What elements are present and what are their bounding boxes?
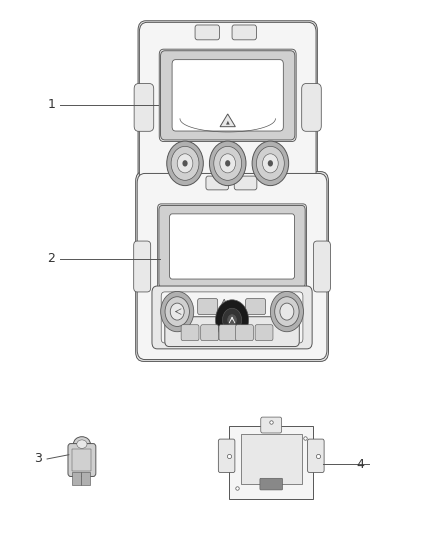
Ellipse shape xyxy=(77,440,87,448)
FancyBboxPatch shape xyxy=(255,325,273,341)
FancyBboxPatch shape xyxy=(206,176,229,190)
FancyBboxPatch shape xyxy=(260,478,283,490)
FancyBboxPatch shape xyxy=(72,472,81,485)
FancyBboxPatch shape xyxy=(68,443,96,477)
Circle shape xyxy=(280,303,294,320)
FancyBboxPatch shape xyxy=(159,205,305,287)
FancyBboxPatch shape xyxy=(198,298,218,314)
FancyBboxPatch shape xyxy=(81,472,90,485)
Circle shape xyxy=(257,147,284,180)
Circle shape xyxy=(182,160,187,166)
FancyBboxPatch shape xyxy=(246,298,265,314)
Circle shape xyxy=(209,141,246,185)
FancyBboxPatch shape xyxy=(236,325,253,341)
Polygon shape xyxy=(219,299,230,311)
Circle shape xyxy=(223,308,242,332)
Text: ▲: ▲ xyxy=(226,119,230,124)
FancyBboxPatch shape xyxy=(234,176,257,190)
FancyBboxPatch shape xyxy=(139,22,316,192)
Circle shape xyxy=(165,297,189,326)
FancyBboxPatch shape xyxy=(307,439,324,472)
FancyBboxPatch shape xyxy=(152,286,312,349)
FancyBboxPatch shape xyxy=(229,426,313,499)
Circle shape xyxy=(171,147,199,180)
Circle shape xyxy=(220,154,236,173)
FancyBboxPatch shape xyxy=(314,241,330,292)
Circle shape xyxy=(214,147,242,180)
Circle shape xyxy=(215,300,249,340)
Polygon shape xyxy=(220,114,235,127)
Circle shape xyxy=(177,154,193,173)
FancyBboxPatch shape xyxy=(201,325,219,341)
Circle shape xyxy=(275,297,299,326)
Text: 3: 3 xyxy=(35,453,42,465)
FancyBboxPatch shape xyxy=(134,84,154,131)
Circle shape xyxy=(270,292,304,332)
FancyBboxPatch shape xyxy=(165,317,299,346)
FancyBboxPatch shape xyxy=(161,51,295,140)
FancyBboxPatch shape xyxy=(181,325,199,341)
FancyBboxPatch shape xyxy=(161,292,303,343)
FancyBboxPatch shape xyxy=(172,60,283,131)
FancyBboxPatch shape xyxy=(138,21,318,194)
Circle shape xyxy=(161,292,194,332)
FancyBboxPatch shape xyxy=(137,173,327,360)
FancyBboxPatch shape xyxy=(136,172,328,361)
Circle shape xyxy=(167,141,203,185)
FancyBboxPatch shape xyxy=(302,84,321,131)
FancyBboxPatch shape xyxy=(219,439,235,472)
FancyBboxPatch shape xyxy=(134,241,151,292)
FancyBboxPatch shape xyxy=(158,204,307,289)
Text: 4: 4 xyxy=(357,458,364,471)
Circle shape xyxy=(225,160,230,166)
Text: 1: 1 xyxy=(47,98,55,111)
FancyBboxPatch shape xyxy=(159,49,296,142)
FancyBboxPatch shape xyxy=(219,325,237,341)
Text: 2: 2 xyxy=(47,252,55,265)
FancyBboxPatch shape xyxy=(232,25,256,40)
FancyBboxPatch shape xyxy=(195,25,219,40)
Circle shape xyxy=(228,314,237,325)
Circle shape xyxy=(262,154,278,173)
Ellipse shape xyxy=(74,437,90,451)
Circle shape xyxy=(170,303,184,320)
Circle shape xyxy=(268,160,273,166)
Circle shape xyxy=(252,141,289,185)
FancyBboxPatch shape xyxy=(261,417,282,433)
FancyBboxPatch shape xyxy=(241,434,301,484)
FancyBboxPatch shape xyxy=(170,214,294,279)
